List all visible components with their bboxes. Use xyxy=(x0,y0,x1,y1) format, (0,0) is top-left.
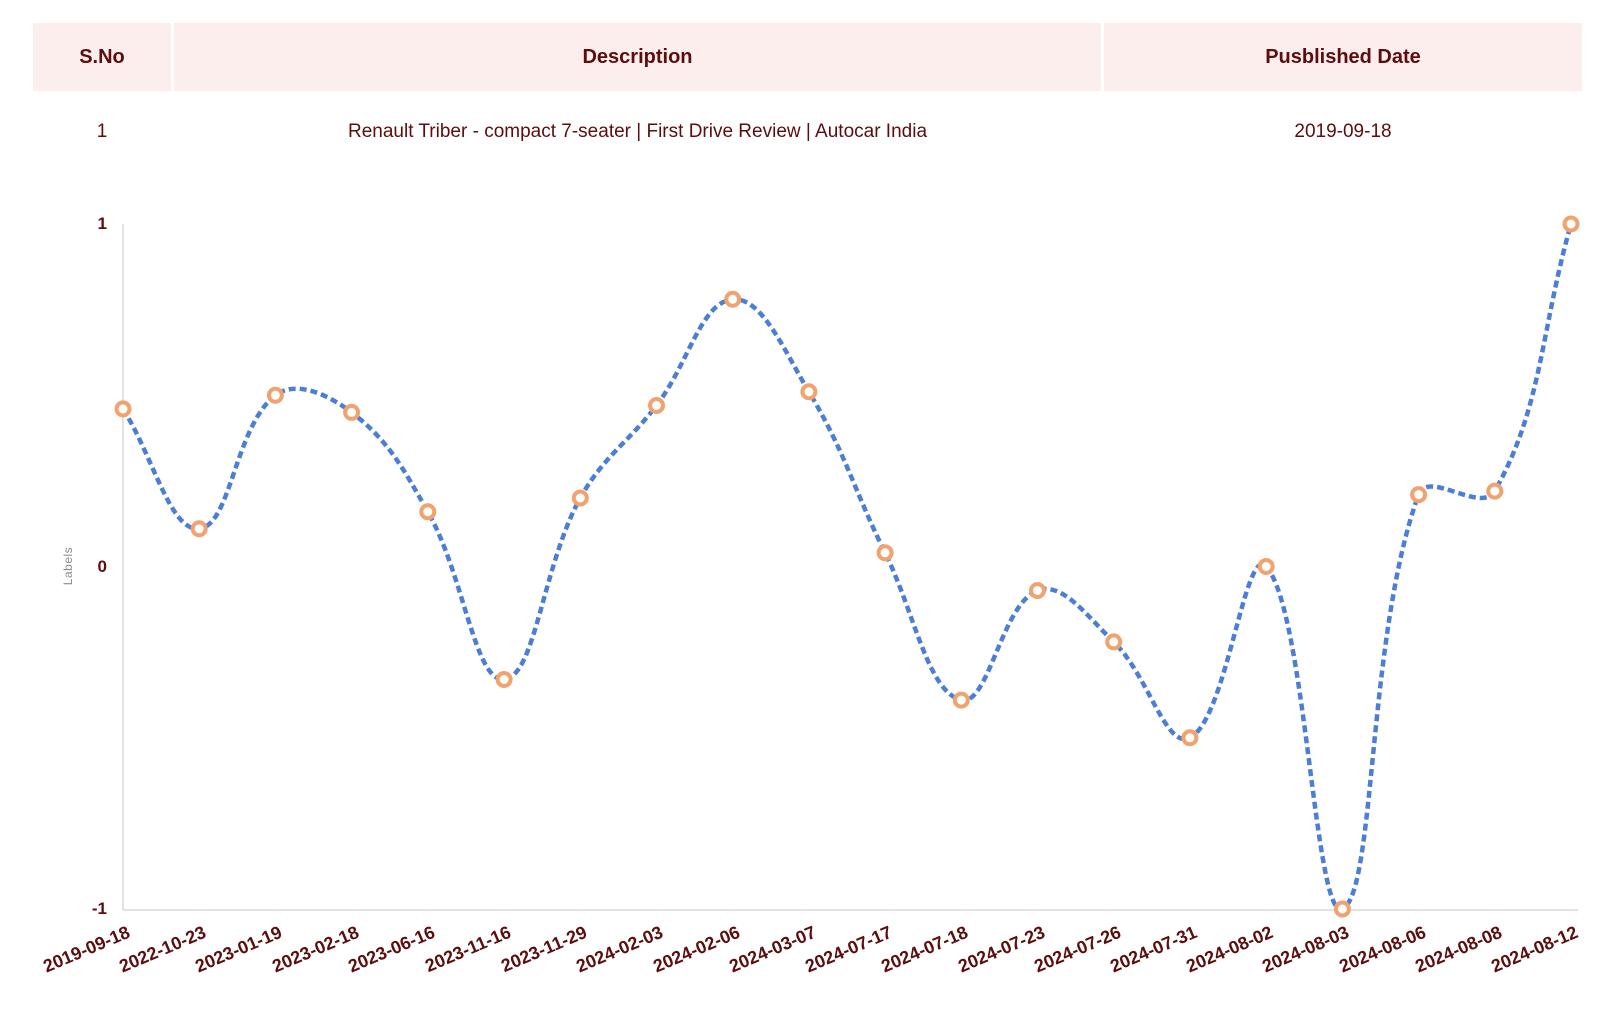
header-cell-sno: S.No xyxy=(33,23,171,91)
cell-description: Renault Triber - compact 7-seater | Firs… xyxy=(347,121,928,142)
data-point-marker-2024-07-18[interactable] xyxy=(952,691,970,709)
data-point-marker-2024-07-31[interactable] xyxy=(1181,729,1199,747)
sentiment-line-chart: Labels 1 0 -1 2019-09-18 2022-10-23 2023-01-… xyxy=(0,170,1600,1014)
data-point-marker-2024-08-08[interactable] xyxy=(1486,482,1504,500)
data-point-marker-2023-11-29[interactable] xyxy=(571,489,589,507)
data-point-marker-2024-03-07[interactable] xyxy=(800,383,818,401)
data-point-marker-2019-09-18[interactable] xyxy=(114,400,132,418)
data-point-marker-2024-08-12[interactable] xyxy=(1562,215,1580,233)
data-point-marker-2024-02-06[interactable] xyxy=(724,290,742,308)
y-tick-label--1: -1 xyxy=(91,899,107,918)
y-tick-label-1: 1 xyxy=(97,214,107,233)
data-point-marker-2022-10-23[interactable] xyxy=(190,520,208,538)
data-point-marker-2024-08-02[interactable] xyxy=(1257,558,1275,575)
data-point-marker-2023-01-19[interactable] xyxy=(266,386,284,404)
chart-canvas[interactable] xyxy=(0,170,1600,1014)
data-point-marker-2023-11-16[interactable] xyxy=(495,671,513,688)
data-point-marker-2024-08-03[interactable] xyxy=(1333,900,1351,918)
table-header-row: S.No Description Pusblished Date xyxy=(33,23,1582,91)
data-point-marker-2023-06-16[interactable] xyxy=(419,503,437,521)
table-row: 1 Renault Triber - compact 7-seater | Fi… xyxy=(33,91,1582,173)
data-point-marker-2023-02-18[interactable] xyxy=(343,403,361,421)
data-point-marker-2024-07-23[interactable] xyxy=(1029,582,1046,599)
video-table: S.No Description Pusblished Date 1 Renau… xyxy=(33,23,1582,173)
data-point-marker-2024-08-06[interactable] xyxy=(1410,486,1428,504)
cell-published-date: 2019-09-18 xyxy=(1294,121,1392,142)
y-tick-label-0: 0 xyxy=(97,556,107,576)
cell-sno: 1 xyxy=(96,121,108,142)
header-cell-description: Description xyxy=(174,23,1101,91)
line-series-path xyxy=(121,223,1574,910)
header-cell-published-date: Pusblished Date xyxy=(1104,23,1582,91)
data-point-marker-2024-02-03[interactable] xyxy=(648,397,665,414)
data-point-marker-2024-07-17[interactable] xyxy=(876,544,894,562)
data-point-marker-2024-07-26[interactable] xyxy=(1105,633,1123,651)
